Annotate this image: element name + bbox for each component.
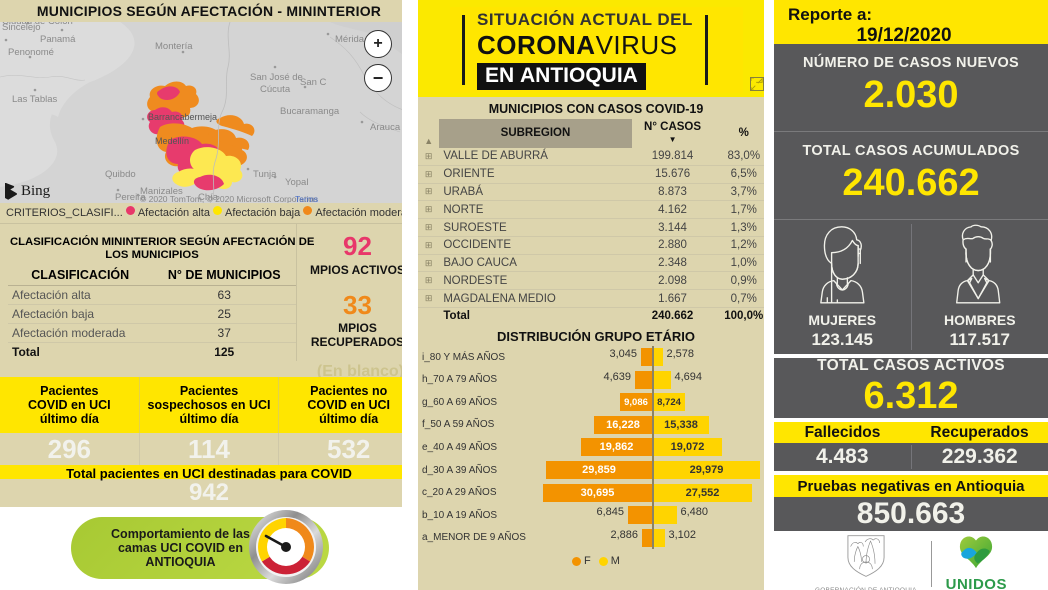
svg-text:Montería: Montería [155, 41, 193, 52]
svg-text:Cúcuta: Cúcuta [260, 84, 291, 95]
svg-text:Tunja: Tunja [253, 169, 277, 180]
svg-text:© 2020 TomTom, © 2020 Microsof: © 2020 TomTom, © 2020 Microsoft Corporat… [140, 194, 318, 203]
svg-text:Panamá: Panamá [40, 34, 76, 45]
svg-text:Arauca: Arauca [370, 122, 401, 133]
svg-text:San C: San C [300, 77, 327, 88]
svg-text:Penonomé: Penonomé [8, 47, 54, 58]
svg-text:Las Tablas: Las Tablas [12, 94, 57, 105]
svg-text:Terms: Terms [295, 194, 318, 203]
svg-text:Barrancabermeja: Barrancabermeja [148, 112, 217, 122]
svg-text:Bucaramanga: Bucaramanga [280, 106, 340, 117]
svg-text:Quibdo: Quibdo [105, 169, 136, 180]
svg-text:Sincelejo: Sincelejo [2, 22, 41, 33]
svg-text:San José de: San José de [250, 72, 303, 83]
svg-text:Medellín: Medellín [155, 136, 189, 146]
svg-text:Yopal: Yopal [285, 177, 308, 188]
svg-text:Mérida: Mérida [335, 34, 365, 45]
